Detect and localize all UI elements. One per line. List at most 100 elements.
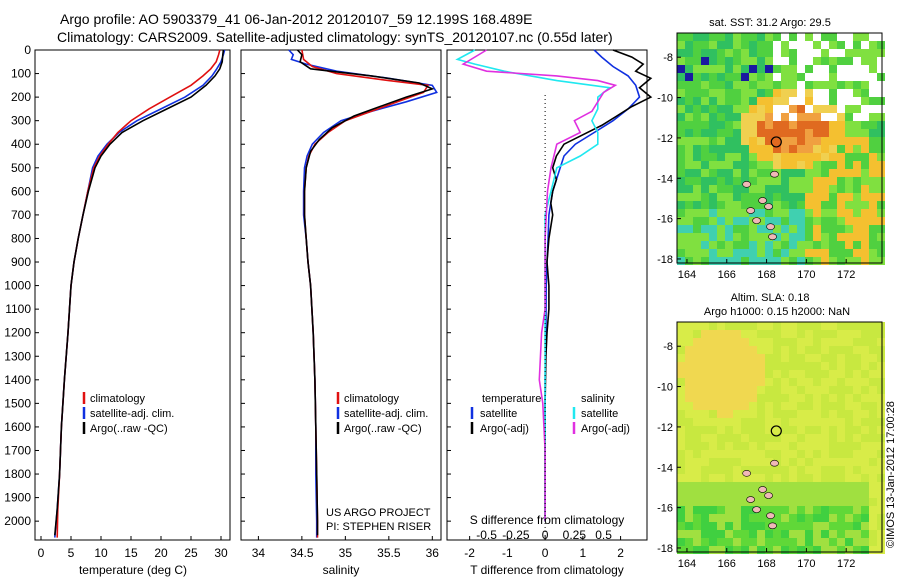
sst-map-cell bbox=[853, 193, 861, 201]
sla-map-cell bbox=[837, 530, 845, 538]
sst-map-cell bbox=[717, 89, 725, 97]
sst-map-cell bbox=[861, 97, 869, 105]
sst-map-cell bbox=[693, 73, 701, 81]
sla-map-cell bbox=[693, 322, 701, 330]
sst-map-cell bbox=[845, 257, 853, 265]
sst-map-cell bbox=[829, 169, 837, 177]
sst-map-cell bbox=[733, 97, 741, 105]
sla-map-y-tick-label: -18 bbox=[657, 543, 673, 555]
sst-map-cell bbox=[821, 41, 829, 49]
sst-map-cell bbox=[773, 201, 781, 209]
sla-map-cell bbox=[861, 418, 869, 426]
sst-map-cell bbox=[869, 57, 877, 65]
sla-map-cell bbox=[765, 458, 773, 466]
sst-map-cell bbox=[717, 249, 725, 257]
sla-map-cell bbox=[861, 410, 869, 418]
sst-map-cell bbox=[725, 209, 733, 217]
sst-map-cell bbox=[749, 105, 757, 113]
sst-map-cell bbox=[821, 73, 829, 81]
sst-map-cell bbox=[853, 161, 861, 169]
sst-map-cell bbox=[685, 65, 693, 73]
sla-map-cell bbox=[837, 474, 845, 482]
sla-map-cell bbox=[685, 442, 693, 450]
sla-map-cell bbox=[685, 506, 693, 514]
sla-map-cell bbox=[861, 522, 869, 530]
sst-map-cell bbox=[813, 65, 821, 73]
sla-map-cell bbox=[677, 362, 685, 370]
sla-map-cell bbox=[877, 346, 885, 354]
sla-map-cell bbox=[725, 394, 733, 402]
sst-map-cell bbox=[709, 225, 717, 233]
sla-map-cell bbox=[765, 434, 773, 442]
sst-map-cell bbox=[821, 201, 829, 209]
sst-map-cell bbox=[781, 33, 789, 41]
sla-map-cell bbox=[837, 330, 845, 338]
sst-map-cell bbox=[741, 73, 749, 81]
sla-map-cell bbox=[853, 498, 861, 506]
sla-map-cell bbox=[877, 322, 885, 330]
sla-map-cell bbox=[837, 538, 845, 546]
sst-map-cell bbox=[805, 57, 813, 65]
salinity-series-argo-raw-qc- bbox=[296, 49, 435, 536]
sst-map-cell bbox=[877, 73, 885, 81]
sla-map-cell bbox=[765, 418, 773, 426]
sla-map-cell bbox=[781, 370, 789, 378]
sla-map-cell bbox=[829, 370, 837, 378]
sla-map-cell bbox=[693, 474, 701, 482]
sla-map-cell bbox=[701, 362, 709, 370]
sla-map-cell bbox=[685, 466, 693, 474]
sla-map-cell bbox=[717, 498, 725, 506]
legend-label-argo: Argo(..raw -QC) bbox=[90, 423, 168, 435]
sst-map-cell bbox=[733, 49, 741, 57]
sla-map-cell bbox=[829, 538, 837, 546]
sst-map-cell bbox=[869, 257, 877, 265]
sla-map-cell bbox=[685, 378, 693, 386]
sst-map-cell bbox=[733, 193, 741, 201]
sla-map-cell bbox=[813, 330, 821, 338]
sst-map-cell bbox=[829, 145, 837, 153]
sst-map-cell bbox=[837, 217, 845, 225]
sla-map-cell bbox=[821, 450, 829, 458]
sst-map-cell bbox=[781, 97, 789, 105]
sla-map-cell bbox=[869, 402, 877, 410]
sst-map-cell bbox=[853, 41, 861, 49]
sla-map-cell bbox=[733, 522, 741, 530]
sst-map-cell bbox=[805, 41, 813, 49]
sla-map-cell bbox=[685, 530, 693, 538]
sla-map-cell bbox=[733, 330, 741, 338]
sst-map-cell bbox=[733, 129, 741, 137]
sst-map-cell bbox=[765, 81, 773, 89]
sla-map-cell bbox=[685, 450, 693, 458]
sst-map-cell bbox=[749, 57, 757, 65]
sla-map-cell bbox=[805, 514, 813, 522]
y-tick-label: 1500 bbox=[4, 396, 31, 410]
sst-map-cell bbox=[861, 73, 869, 81]
sla-map-cell bbox=[749, 402, 757, 410]
sst-map-cell bbox=[701, 113, 709, 121]
sla-map-cell bbox=[789, 330, 797, 338]
sla-map-cell bbox=[701, 354, 709, 362]
legend-label-s-argo: Argo(-adj) bbox=[581, 423, 630, 435]
sst-map-cell bbox=[877, 249, 885, 257]
sst-map-cell bbox=[701, 81, 709, 89]
sst-map-cell bbox=[877, 65, 885, 73]
sla-map-x-tick-label: 170 bbox=[797, 558, 815, 570]
sst-map-cell bbox=[725, 241, 733, 249]
sst-map-cell bbox=[757, 73, 765, 81]
sla-map-cell bbox=[733, 514, 741, 522]
sla-map-cell bbox=[861, 482, 869, 490]
sst-map-cell bbox=[845, 89, 853, 97]
sla-map-cell bbox=[861, 490, 869, 498]
sst-map-cell bbox=[861, 201, 869, 209]
sla-map-cell bbox=[717, 466, 725, 474]
sla-map-cell bbox=[869, 538, 877, 546]
sst-map-cell bbox=[693, 41, 701, 49]
sla-map-cell bbox=[853, 514, 861, 522]
sst-map-cell bbox=[861, 193, 869, 201]
sla-map-cell bbox=[869, 450, 877, 458]
sst-map-cell bbox=[677, 49, 685, 57]
sst-map-cell bbox=[701, 257, 709, 265]
sst-map-cell bbox=[741, 217, 749, 225]
sst-map-cell bbox=[725, 49, 733, 57]
y-tick-label: 1300 bbox=[4, 349, 31, 363]
